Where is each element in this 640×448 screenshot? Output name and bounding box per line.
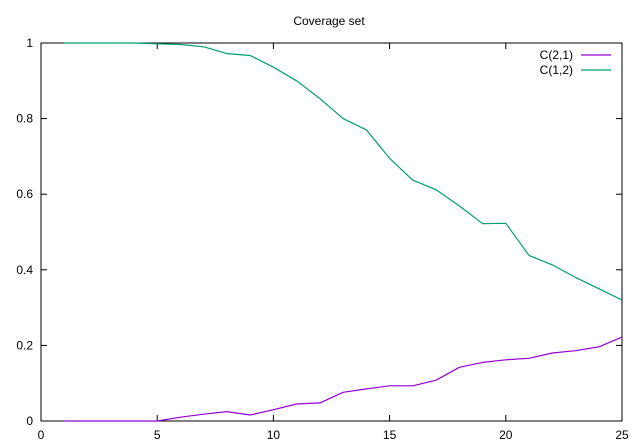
x-tick-label: 20 <box>499 428 513 442</box>
plot-frame <box>40 42 623 422</box>
x-tick-label: 0 <box>38 428 45 442</box>
plot-area <box>64 42 623 422</box>
x-tick-label: 10 <box>267 428 281 442</box>
y-tick-label: 1 <box>26 36 33 50</box>
y-tick-label: 0.2 <box>16 338 33 352</box>
y-tick-label: 0.8 <box>16 112 33 126</box>
y-tick-label: 0 <box>26 414 33 428</box>
y-tick-label: 0.6 <box>16 187 33 201</box>
legend-label: C(1,2) <box>540 63 573 77</box>
x-tick-label: 15 <box>383 428 397 442</box>
x-tick-label: 25 <box>615 428 629 442</box>
chart-title: Coverage set <box>293 14 365 28</box>
x-tick-label: 5 <box>154 428 161 442</box>
y-tick-label: 0.4 <box>16 263 33 277</box>
legend-label: C(2,1) <box>540 48 573 62</box>
legend: C(2,1)C(1,2) <box>540 48 611 77</box>
series-line-c-1-2 <box>64 42 623 301</box>
axes: 0 5 10 15 20 25 0 0.2 0.4 0.6 0.8 1 <box>16 36 629 442</box>
series-line-c-2-1 <box>64 336 623 422</box>
